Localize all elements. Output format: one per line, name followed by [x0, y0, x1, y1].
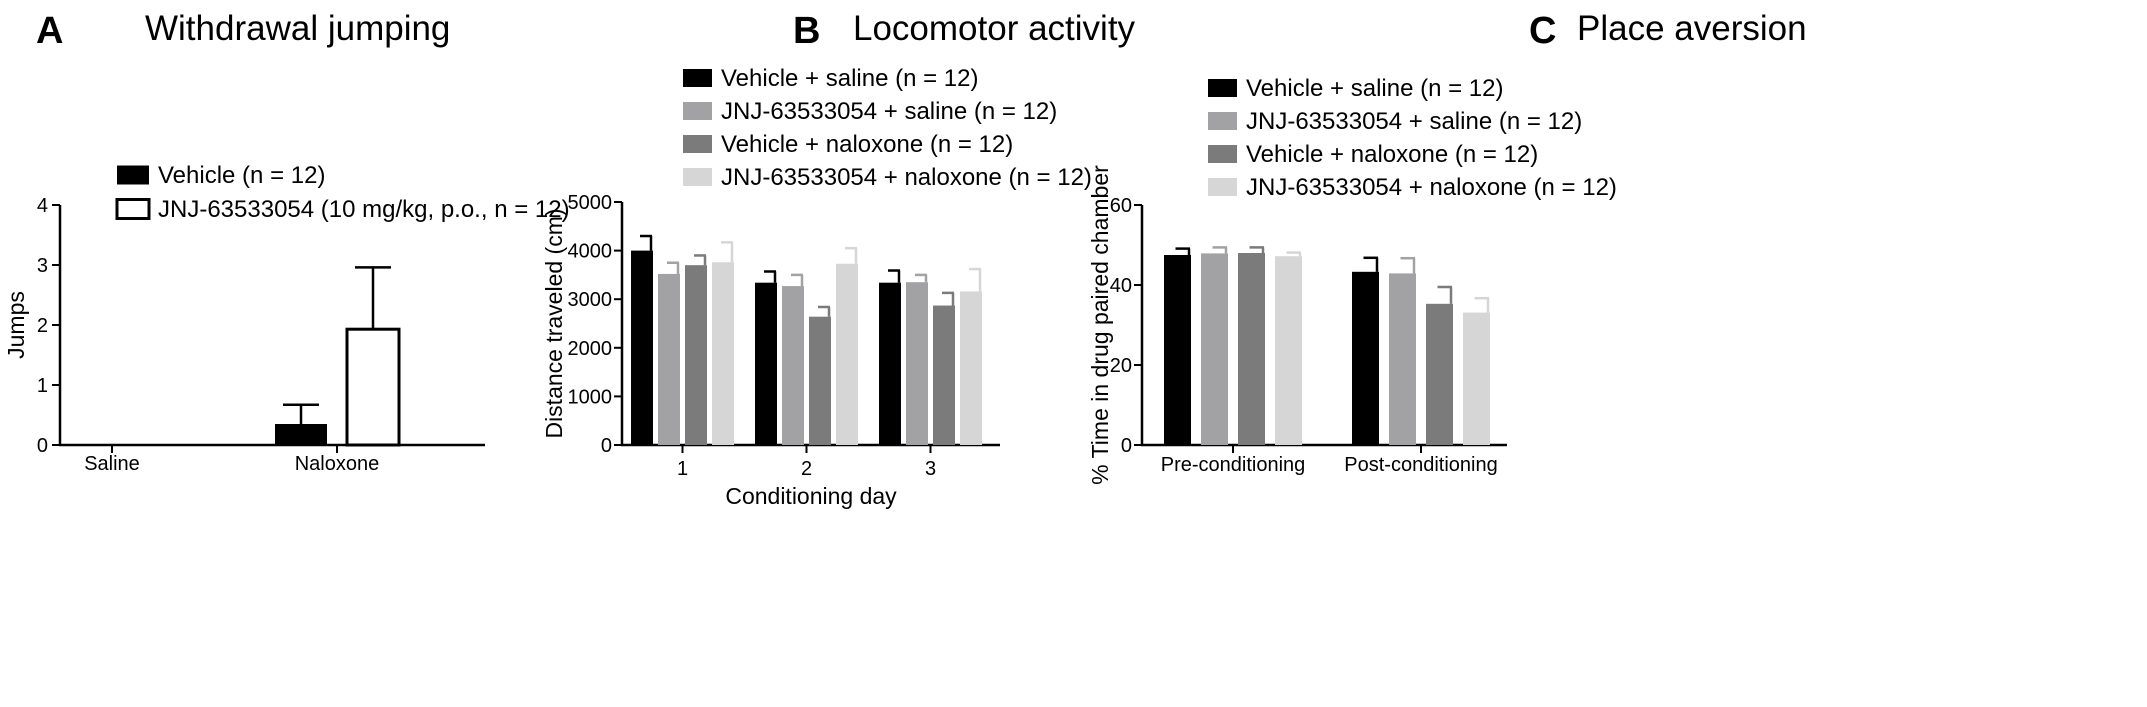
bar	[836, 263, 858, 445]
y-axis-label: Jumps	[3, 291, 29, 359]
panel-a: A Withdrawal jumping Vehicle (n = 12) JNJ…	[3, 9, 570, 475]
y-tick-label: 4	[37, 195, 48, 217]
y-tick-label: 3	[37, 255, 48, 277]
bar	[1238, 253, 1265, 445]
y-tick-label: 2	[37, 315, 48, 337]
bar	[782, 286, 804, 445]
y-tick-label: 3000	[568, 289, 613, 311]
bar	[933, 305, 955, 445]
legend-swatch	[683, 69, 712, 87]
bar	[879, 282, 901, 445]
legend-label: JNJ-63533054 + saline (n = 12)	[721, 98, 1057, 125]
legend-swatch	[1208, 178, 1237, 196]
y-tick-label: 0	[601, 435, 612, 457]
legend-swatch	[115, 198, 151, 220]
panel-letter-b: B	[793, 10, 820, 52]
legend-swatch	[1208, 112, 1237, 130]
bar	[685, 265, 707, 445]
legend-label: Vehicle + saline (n = 12)	[721, 65, 979, 92]
x-tick-label: 3	[925, 458, 936, 480]
bar	[1164, 255, 1191, 445]
x-tick-label: 1	[677, 458, 688, 480]
legend-label: JNJ-63533054 + saline (n = 12)	[1246, 108, 1582, 135]
y-tick-label: 20	[1110, 355, 1132, 377]
bar	[345, 327, 401, 447]
legend-swatch	[1208, 79, 1237, 97]
legend-label: JNJ-63533054 (10 mg/kg, p.o., n = 12)	[158, 196, 570, 223]
legend-label: JNJ-63533054 + naloxone (n = 12)	[721, 164, 1092, 191]
legend-label: Vehicle + saline (n = 12)	[1246, 75, 1504, 102]
y-tick-label: 5000	[568, 192, 613, 214]
legend-swatch	[117, 165, 149, 185]
panel-a-title: Withdrawal jumping	[145, 9, 450, 48]
x-tick-label: Pre-conditioning	[1161, 454, 1306, 476]
y-tick-label: 0	[1121, 435, 1132, 457]
panel-letter-a: A	[36, 10, 63, 52]
bar	[960, 291, 982, 445]
panel-c: C Place aversion Vehicle + saline (n = 1…	[1087, 9, 1807, 485]
x-tick-label: 2	[801, 458, 812, 480]
bar	[658, 273, 680, 445]
bar	[712, 262, 734, 445]
y-tick-label: 0	[37, 435, 48, 457]
y-axis-label: Distance traveled (cm)	[541, 208, 567, 438]
legend-swatch	[683, 102, 712, 120]
legend-label: Vehicle + naloxone (n = 12)	[721, 131, 1013, 158]
legend-swatch	[683, 168, 712, 186]
panel-b: B Locomotor activity Vehicle + saline (n…	[541, 9, 1136, 509]
y-tick-label: 60	[1110, 195, 1132, 217]
bar	[1201, 253, 1228, 445]
y-tick-label: 4000	[568, 241, 613, 263]
panel-b-title: Locomotor activity	[853, 9, 1136, 48]
bar	[906, 282, 928, 445]
y-tick-label: 2000	[568, 338, 613, 360]
y-tick-label: 1000	[568, 386, 613, 408]
bar	[1463, 312, 1490, 445]
x-tick-label: Naloxone	[295, 453, 380, 475]
x-tick-label: Saline	[84, 453, 140, 475]
bar	[755, 282, 777, 445]
bar	[1389, 273, 1416, 445]
bar	[1426, 303, 1453, 445]
legend-label: Vehicle (n = 12)	[158, 162, 325, 189]
panel-letter-c: C	[1529, 10, 1556, 52]
bar	[1275, 256, 1302, 445]
y-tick-label: 1	[37, 375, 48, 397]
bar	[631, 250, 653, 445]
bar	[1352, 271, 1379, 445]
legend-label: JNJ-63533054 + naloxone (n = 12)	[1246, 174, 1617, 201]
legend-swatch	[1208, 145, 1237, 163]
x-axis-label: Conditioning day	[725, 483, 897, 509]
panel-c-title: Place aversion	[1577, 9, 1807, 48]
y-tick-label: 40	[1110, 275, 1132, 297]
bar	[275, 424, 327, 445]
bar	[809, 316, 831, 445]
legend-swatch	[683, 135, 712, 153]
legend-label: Vehicle + naloxone (n = 12)	[1246, 141, 1538, 168]
x-tick-label: Post-conditioning	[1344, 454, 1497, 476]
y-axis-label: % Time in drug paired chamber	[1087, 165, 1113, 485]
